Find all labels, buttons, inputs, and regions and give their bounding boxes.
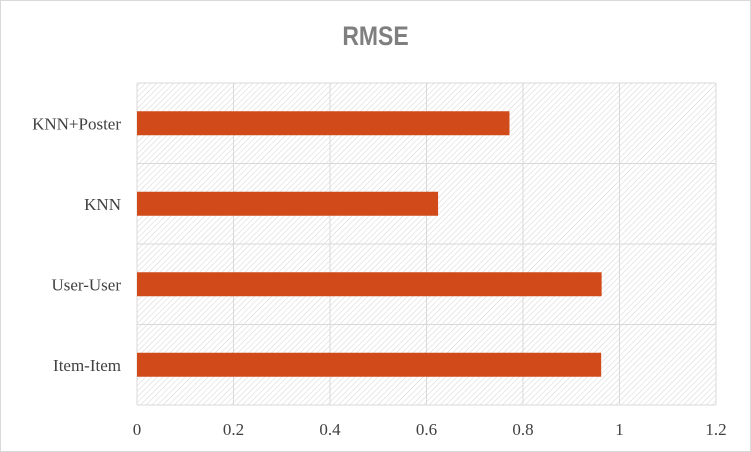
chart-title: RMSE — [342, 21, 409, 51]
bar-layer — [137, 111, 602, 377]
bar-knn-poster — [137, 111, 510, 136]
x-tick-label: 1 — [615, 420, 624, 439]
bar-knn — [137, 191, 439, 216]
category-axis: Item-Item User-User KNN KNN+Poster — [32, 114, 121, 375]
x-tick-label: 0.8 — [512, 420, 533, 439]
x-tick-label: 0.4 — [319, 420, 341, 439]
y-category-label: KNN — [84, 195, 121, 214]
y-category-label: KNN+Poster — [32, 114, 121, 133]
x-tick-label: 0.6 — [416, 420, 437, 439]
bar-item-item — [137, 352, 602, 377]
value-axis: 0 0.2 0.4 0.6 0.8 1 1.2 — [133, 420, 727, 439]
x-tick-label: 1.2 — [705, 420, 726, 439]
grid-layer — [136, 82, 717, 406]
y-category-label: User-User — [51, 275, 121, 294]
x-tick-label: 0 — [133, 420, 142, 439]
bar-user-user — [137, 272, 602, 297]
x-tick-label: 0.2 — [223, 420, 244, 439]
y-category-label: Item-Item — [53, 356, 121, 375]
